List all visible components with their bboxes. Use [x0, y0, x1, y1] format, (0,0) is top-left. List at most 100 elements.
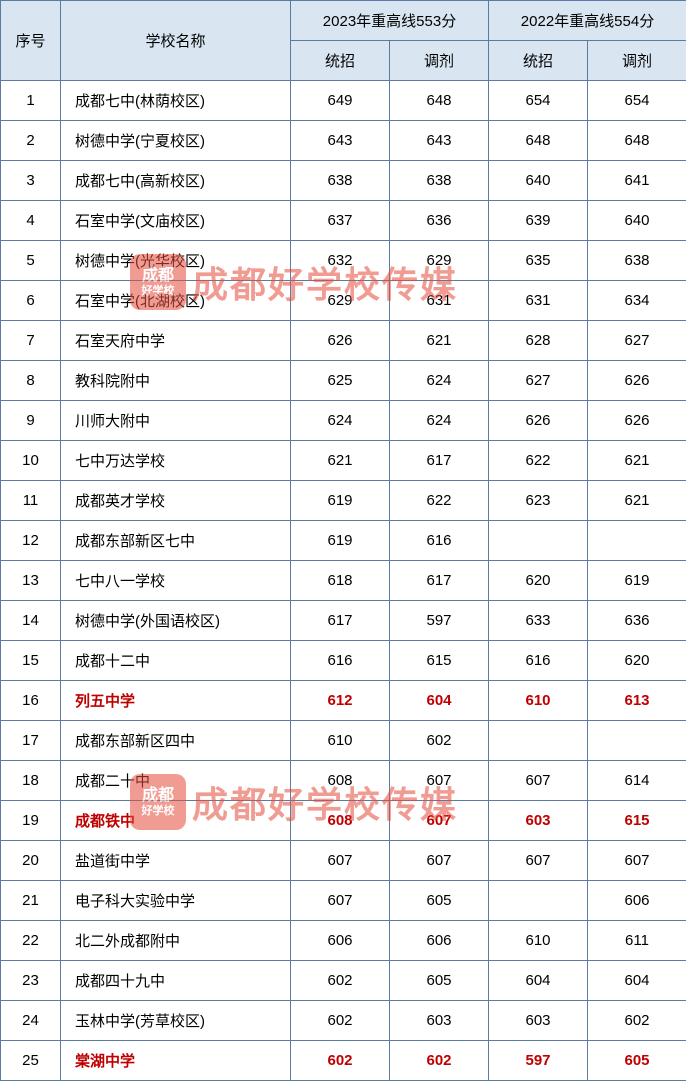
- cell-2023-tz: 621: [291, 441, 390, 481]
- cell-idx: 19: [1, 801, 61, 841]
- cell-name: 盐道街中学: [61, 841, 291, 881]
- cell-2022-tz: 626: [489, 401, 588, 441]
- cell-idx: 1: [1, 81, 61, 121]
- cell-name: 成都七中(高新校区): [61, 161, 291, 201]
- table-row: 11成都英才学校619622623621: [1, 481, 686, 521]
- cell-2022-tj: 626: [588, 401, 686, 441]
- cell-2023-tj: 629: [390, 241, 489, 281]
- cell-2023-tj: 606: [390, 921, 489, 961]
- cell-idx: 21: [1, 881, 61, 921]
- cell-2022-tj: 620: [588, 641, 686, 681]
- cell-name: 北二外成都附中: [61, 921, 291, 961]
- cell-2023-tz: 607: [291, 841, 390, 881]
- cell-idx: 25: [1, 1041, 61, 1081]
- cell-name: 成都四十九中: [61, 961, 291, 1001]
- cell-idx: 10: [1, 441, 61, 481]
- cell-2023-tj: 615: [390, 641, 489, 681]
- cell-2022-tj: 634: [588, 281, 686, 321]
- cell-idx: 15: [1, 641, 61, 681]
- cell-2023-tj: 605: [390, 961, 489, 1001]
- cell-2023-tj: 604: [390, 681, 489, 721]
- cell-2023-tz: 619: [291, 481, 390, 521]
- cell-2022-tj: 627: [588, 321, 686, 361]
- cell-2022-tj: 606: [588, 881, 686, 921]
- table-row: 6石室中学(北湖校区)629631631634: [1, 281, 686, 321]
- cell-2023-tz: 608: [291, 801, 390, 841]
- cell-2022-tj: 604: [588, 961, 686, 1001]
- cell-2023-tj: 624: [390, 361, 489, 401]
- cell-idx: 17: [1, 721, 61, 761]
- cell-idx: 22: [1, 921, 61, 961]
- cell-2022-tj: 640: [588, 201, 686, 241]
- cell-idx: 20: [1, 841, 61, 881]
- cell-2023-tj: 617: [390, 441, 489, 481]
- cell-2023-tz: 616: [291, 641, 390, 681]
- cell-2022-tj: [588, 721, 686, 761]
- cell-2022-tz: 607: [489, 841, 588, 881]
- table-row: 2树德中学(宁夏校区)643643648648: [1, 121, 686, 161]
- cell-2022-tz: 628: [489, 321, 588, 361]
- cell-2022-tj: 602: [588, 1001, 686, 1041]
- table-row: 25棠湖中学602602597605: [1, 1041, 686, 1081]
- cell-name: 树德中学(宁夏校区): [61, 121, 291, 161]
- table-header: 序号 学校名称 2023年重高线553分 2022年重高线554分 统招 调剂 …: [1, 1, 686, 81]
- table-wrapper: 成都 好学校 成都好学校传媒 成都 好学校 成都好学校传媒 序号 学校名称 20…: [0, 0, 686, 1081]
- cell-2023-tz: 632: [291, 241, 390, 281]
- cell-2023-tz: 607: [291, 881, 390, 921]
- table-row: 9川师大附中624624626626: [1, 401, 686, 441]
- cell-idx: 6: [1, 281, 61, 321]
- th-2023-group: 2023年重高线553分: [291, 1, 489, 41]
- cell-2023-tj: 638: [390, 161, 489, 201]
- cell-2023-tz: 602: [291, 1041, 390, 1081]
- cell-2022-tj: 641: [588, 161, 686, 201]
- cell-2022-tj: 607: [588, 841, 686, 881]
- cell-2022-tj: [588, 521, 686, 561]
- cell-name: 玉林中学(芳草校区): [61, 1001, 291, 1041]
- cell-name: 成都东部新区四中: [61, 721, 291, 761]
- cell-name: 成都铁中: [61, 801, 291, 841]
- cell-2023-tz: 602: [291, 1001, 390, 1041]
- cell-2023-tj: 597: [390, 601, 489, 641]
- cell-2022-tz: 623: [489, 481, 588, 521]
- cell-2023-tz: 606: [291, 921, 390, 961]
- cell-2023-tj: 602: [390, 721, 489, 761]
- cell-2022-tj: 614: [588, 761, 686, 801]
- cell-2022-tz: 633: [489, 601, 588, 641]
- cell-2022-tz: 631: [489, 281, 588, 321]
- table-row: 21电子科大实验中学607605606: [1, 881, 686, 921]
- cell-2022-tz: 620: [489, 561, 588, 601]
- table-row: 15成都十二中616615616620: [1, 641, 686, 681]
- cell-name: 七中万达学校: [61, 441, 291, 481]
- cell-2022-tj: 611: [588, 921, 686, 961]
- table-row: 20盐道街中学607607607607: [1, 841, 686, 881]
- cell-2022-tj: 636: [588, 601, 686, 641]
- cell-2022-tz: 604: [489, 961, 588, 1001]
- cell-idx: 5: [1, 241, 61, 281]
- cell-2022-tz: 610: [489, 921, 588, 961]
- cell-name: 树德中学(外国语校区): [61, 601, 291, 641]
- cell-2022-tj: 621: [588, 481, 686, 521]
- cell-2022-tj: 626: [588, 361, 686, 401]
- table-row: 1成都七中(林荫校区)649648654654: [1, 81, 686, 121]
- cell-name: 成都七中(林荫校区): [61, 81, 291, 121]
- cell-2023-tz: 626: [291, 321, 390, 361]
- cell-2022-tz: 597: [489, 1041, 588, 1081]
- th-2023-tz: 统招: [291, 41, 390, 81]
- cell-idx: 23: [1, 961, 61, 1001]
- cell-2023-tz: 602: [291, 961, 390, 1001]
- table-row: 10七中万达学校621617622621: [1, 441, 686, 481]
- score-table: 序号 学校名称 2023年重高线553分 2022年重高线554分 统招 调剂 …: [0, 0, 686, 1081]
- table-row: 18成都二十中608607607614: [1, 761, 686, 801]
- cell-2023-tz: 608: [291, 761, 390, 801]
- cell-idx: 24: [1, 1001, 61, 1041]
- cell-2023-tj: 602: [390, 1041, 489, 1081]
- table-row: 4石室中学(文庙校区)637636639640: [1, 201, 686, 241]
- cell-idx: 16: [1, 681, 61, 721]
- cell-2023-tz: 619: [291, 521, 390, 561]
- cell-idx: 9: [1, 401, 61, 441]
- cell-2023-tj: 622: [390, 481, 489, 521]
- cell-2022-tz: 648: [489, 121, 588, 161]
- cell-2023-tj: 605: [390, 881, 489, 921]
- cell-name: 石室中学(北湖校区): [61, 281, 291, 321]
- table-row: 14树德中学(外国语校区)617597633636: [1, 601, 686, 641]
